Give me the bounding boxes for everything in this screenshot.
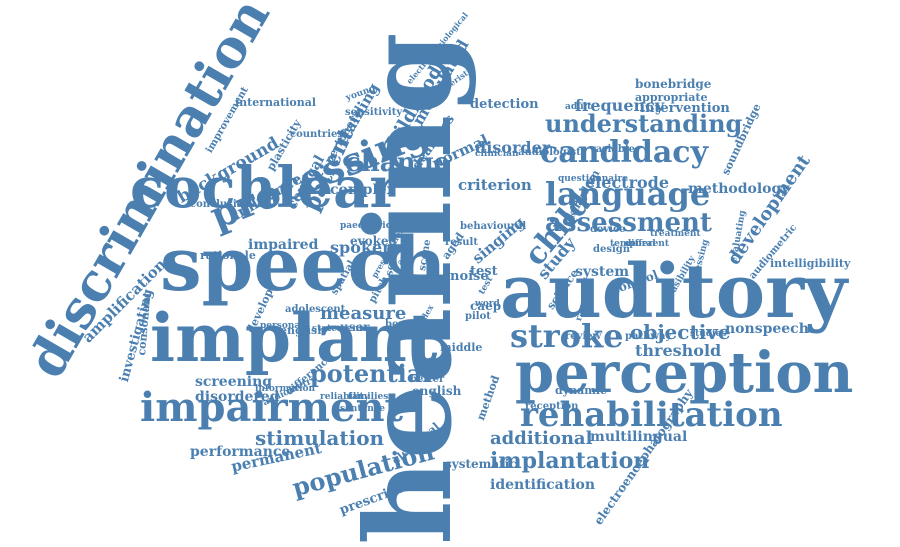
cloud-word: behavioural (460, 221, 527, 232)
cloud-word: systematic (445, 457, 517, 471)
cloud-word: objective (630, 320, 731, 344)
cloud-word: review (565, 331, 602, 342)
cloud-word: studies (690, 329, 727, 339)
cloud-word: pathway (625, 331, 672, 342)
cloud-word: disorder (475, 138, 551, 157)
cloud-word: temporal (610, 239, 656, 249)
cloud-word: impaired (248, 237, 319, 253)
cloud-word: families (348, 392, 389, 402)
cloud-word: sentence (340, 404, 385, 414)
cloud-word: stimulation (255, 426, 385, 450)
cloud-word: user (340, 320, 370, 334)
cloud-word: stroke (510, 317, 624, 355)
cloud-word: performance (190, 444, 291, 460)
cloud-word: potential (310, 359, 432, 388)
cloud-word: information (255, 384, 316, 394)
cloud-word: complex (330, 182, 396, 198)
cloud-word: caep (470, 299, 502, 313)
cloud-word: questionnaire (558, 174, 629, 184)
cloud-word: better (410, 374, 445, 385)
cloud-word: english (280, 324, 326, 337)
cloud-word: reception (525, 401, 579, 412)
cloud-word: countries (290, 129, 343, 140)
cloud-word: measure (320, 303, 407, 324)
cloud-word: candidacy (540, 135, 709, 170)
cloud-word: language (545, 175, 711, 213)
cloud-word: dynamic (555, 384, 607, 397)
cloud-word: understanding (545, 109, 743, 138)
cloud-word: speech (160, 222, 447, 308)
cloud-word: middle (440, 341, 483, 354)
cloud-word: assessment (545, 208, 712, 238)
cloud-word: design (593, 244, 631, 255)
cloud-word: adult (565, 102, 592, 112)
cloud-word: treatment (650, 229, 701, 239)
cloud-word: rationale (200, 249, 256, 262)
cloud-word: perception (515, 340, 854, 406)
cloud-word: test (470, 264, 498, 279)
cloud-word: auditory (500, 249, 848, 335)
cloud-word: noise (450, 269, 489, 284)
cloud-word: methodology (688, 181, 790, 197)
cloud-word: additional (490, 428, 593, 449)
cloud-word: intervention (640, 101, 730, 116)
cloud-word: screening (195, 374, 273, 390)
cloud-word: criterion (458, 176, 532, 194)
cloud-word: personal (260, 321, 304, 331)
cloud-word: implant (150, 299, 438, 377)
cloud-word: adolescent (285, 304, 346, 315)
cloud-word: detection (470, 97, 539, 112)
cloud-word: implantation (490, 448, 650, 474)
cloud-word: method (474, 373, 503, 423)
cloud-word: clinician (475, 149, 519, 159)
cloud-word: result (445, 237, 478, 248)
cloud-word: intelligibility (770, 257, 851, 270)
cloud-word: impairment (140, 384, 404, 431)
cloud-word: pilot (465, 311, 491, 322)
cloud-word: statement (312, 324, 363, 334)
cloud-word: cochlear (130, 155, 399, 221)
cloud-word: paediatric (340, 221, 392, 231)
cloud-word: frequency (575, 96, 665, 115)
cloud-word: change (345, 148, 451, 178)
cloud-word: bonebridge (635, 77, 712, 91)
cloud-word: multilingual (590, 429, 688, 445)
cloud-word: audiologist (518, 147, 581, 158)
cloud-word: reliability (320, 392, 370, 402)
cloud-word: disordered (195, 389, 280, 405)
cloud-word: system (575, 264, 630, 280)
cloud-word: nonspeech (725, 321, 809, 337)
cloud-word: appropriate (635, 91, 708, 104)
cloud-word: device (590, 224, 626, 235)
cloud-word: spoken (330, 238, 394, 257)
cloud-word: english (412, 384, 462, 398)
cloud-word: electrode (585, 173, 670, 192)
cloud-word: evoked (350, 234, 397, 248)
cloud-word: benefit (385, 319, 424, 330)
cloud-word: international (235, 96, 317, 109)
cloud-word: identification (490, 477, 596, 493)
cloud-word: rehabilitation (520, 395, 783, 435)
cloud-word: sensitivity (345, 107, 403, 118)
cloud-word: word (475, 299, 500, 309)
cloud-word: different (625, 239, 669, 249)
cloud-word: variable (590, 144, 635, 155)
cloud-word: threshold (635, 341, 722, 360)
cloud-word: conclusion (190, 199, 251, 210)
